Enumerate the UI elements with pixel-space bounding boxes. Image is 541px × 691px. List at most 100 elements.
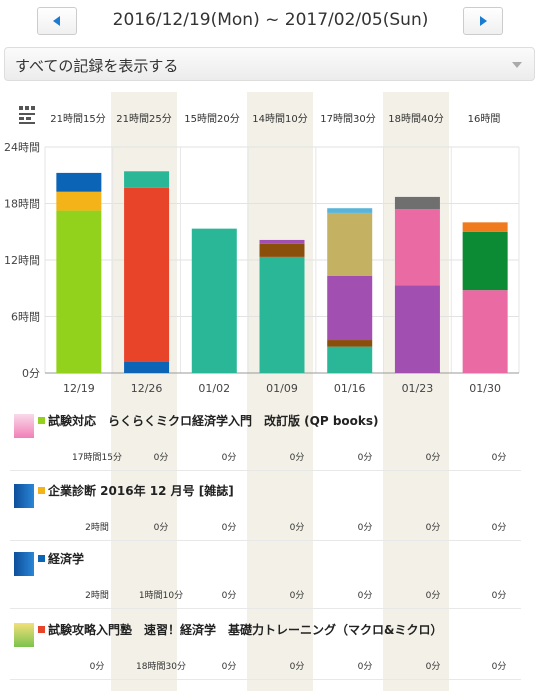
chart-bar-segment (462, 290, 508, 373)
y-tick-label: 6時間 (11, 311, 40, 324)
date-range-title: 2016/12/19(Mon) ~ 2017/02/05(Sun) (112, 10, 429, 30)
book-title-text: 試験攻略入門塾 速習！経済学 基礎力トレーニング（マクロ&ミクロ） (48, 623, 443, 637)
chart-bar-segment (56, 191, 102, 211)
chart-bar-segment (56, 210, 102, 373)
book-title[interactable]: 企業診断 2016年 12 月号 [雑誌] (38, 482, 234, 499)
book-cover-pink[interactable] (14, 414, 34, 438)
week-total: 15時間20分 (184, 114, 240, 125)
book-week-time: 0分 (289, 662, 305, 672)
book-row[interactable]: 試験攻略入門塾 速習！経済学 基礎力トレーニング（マクロ&ミクロ） 0分 18時間3… (0, 619, 541, 683)
chart-bar-segment (124, 171, 170, 188)
chevron-right-icon (480, 16, 487, 26)
book-week-time: 0分 (357, 591, 373, 601)
chart-bar-segment (327, 346, 373, 373)
book-week-time: 0分 (425, 453, 441, 463)
book-title[interactable]: 経済学 (38, 550, 84, 567)
book-week-time: 0分 (425, 523, 441, 533)
x-tick-label: 12/19 (63, 382, 95, 395)
week-total: 21時間25分 (116, 114, 172, 125)
row-divider (10, 679, 521, 680)
week-total: 16時間 (467, 114, 501, 125)
chart-bar-segment (124, 187, 170, 362)
chart-bar-segment (327, 276, 373, 341)
chart-bar-segment (327, 208, 373, 213)
date-range-nav: 2016/12/19(Mon) ~ 2017/02/05(Sun) (0, 0, 541, 42)
x-tick-label: 12/26 (131, 382, 163, 395)
chart-bar-segment (394, 285, 440, 373)
book-week-time: 0分 (221, 591, 237, 601)
book-week-time: 17時間15分 (72, 453, 122, 463)
chart-bar-segment (259, 243, 305, 257)
y-tick-label: 18時間 (4, 198, 40, 211)
chart-bar-segment (259, 239, 305, 244)
book-row[interactable]: 経済学 2時間 1時間10分 0分 0分 0分 0分 0分 (0, 548, 541, 612)
book-cover-yellow[interactable] (14, 623, 34, 647)
chart-bar-segment (394, 196, 440, 210)
column-shade (383, 92, 449, 691)
row-divider (10, 608, 521, 609)
week-total: 17時間30分 (320, 114, 376, 125)
chart-bar-segment (462, 222, 508, 232)
chart-bar-segment (394, 209, 440, 286)
book-week-time: 0分 (221, 523, 237, 533)
chart-bar-segment (191, 228, 237, 373)
x-tick-label: 01/02 (198, 382, 230, 395)
chart-bar-segment (462, 231, 508, 291)
y-tick-label: 12時間 (4, 254, 40, 267)
book-week-time: 0分 (425, 662, 441, 672)
chart-bar-segment (327, 212, 373, 277)
book-title[interactable]: 試験攻略入門塾 速習！経済学 基礎力トレーニング（マクロ&ミクロ） (38, 621, 442, 638)
total-time-icon (19, 106, 35, 124)
book-week-time: 0分 (491, 662, 507, 672)
week-total: 18時間40分 (388, 114, 444, 125)
row-divider (10, 540, 521, 541)
chart-bar-segment (259, 256, 305, 373)
book-week-time: 0分 (289, 453, 305, 463)
book-week-time: 0分 (491, 523, 507, 533)
record-filter-select[interactable]: すべての記録を表示する (4, 47, 535, 81)
week-total: 14時間10分 (252, 114, 308, 125)
chart-bar-segment (124, 361, 170, 373)
book-week-time: 0分 (289, 523, 305, 533)
book-week-time: 2時間 (85, 591, 109, 601)
next-week-button[interactable] (463, 7, 503, 35)
book-row[interactable]: 企業診断 2016年 12 月号 [雑誌] 2時間 0分 0分 0分 0分 0分 0分 (0, 480, 541, 544)
book-week-time: 0分 (357, 453, 373, 463)
book-week-time: 0分 (89, 662, 105, 672)
chevron-left-icon (53, 16, 60, 26)
week-total: 21時間15分 (50, 114, 106, 125)
prev-week-button[interactable] (37, 7, 77, 35)
book-week-time: 0分 (425, 591, 441, 601)
book-week-time: 0分 (153, 523, 169, 533)
x-tick-label: 01/16 (334, 382, 366, 395)
book-week-time: 18時間30分 (136, 662, 186, 672)
book-cover-blue[interactable] (14, 552, 34, 576)
book-color-swatch (38, 626, 45, 633)
y-tick-label: 0分 (22, 367, 40, 380)
book-color-swatch (38, 487, 45, 494)
book-week-time: 0分 (491, 453, 507, 463)
book-week-time: 1時間10分 (138, 591, 184, 601)
weekly-study-chart: 0分 6時間 12時間 18時間 24時間 12/19 12/26 01/02 01/09 01/… (4, 141, 520, 395)
book-cover-blue[interactable] (14, 484, 34, 508)
row-divider (10, 470, 521, 471)
chart-bar-segment (327, 340, 373, 347)
book-week-time: 0分 (153, 453, 169, 463)
book-title-text: 経済学 (48, 552, 85, 566)
book-week-time: 0分 (357, 662, 373, 672)
book-week-time: 0分 (491, 591, 507, 601)
x-tick-label: 01/09 (266, 382, 298, 395)
y-tick-label: 24時間 (4, 141, 40, 154)
x-tick-label: 01/23 (402, 382, 434, 395)
book-week-time: 2時間 (85, 523, 109, 533)
book-color-swatch (38, 417, 45, 424)
chevron-down-icon (512, 62, 522, 68)
book-title[interactable]: 試験対応 らくらくミクロ経済学入門 改訂版 (QP books) (38, 412, 379, 429)
book-week-time: 0分 (221, 453, 237, 463)
column-shade (247, 92, 313, 691)
book-week-time: 0分 (357, 523, 373, 533)
book-row[interactable]: 試験対応 らくらくミクロ経済学入門 改訂版 (QP books) 17時間15分 0… (0, 410, 541, 474)
book-week-time: 0分 (221, 662, 237, 672)
book-title-text: 企業診断 2016年 12 月号 [雑誌] (48, 484, 234, 498)
chart-bar-segment (56, 172, 102, 192)
